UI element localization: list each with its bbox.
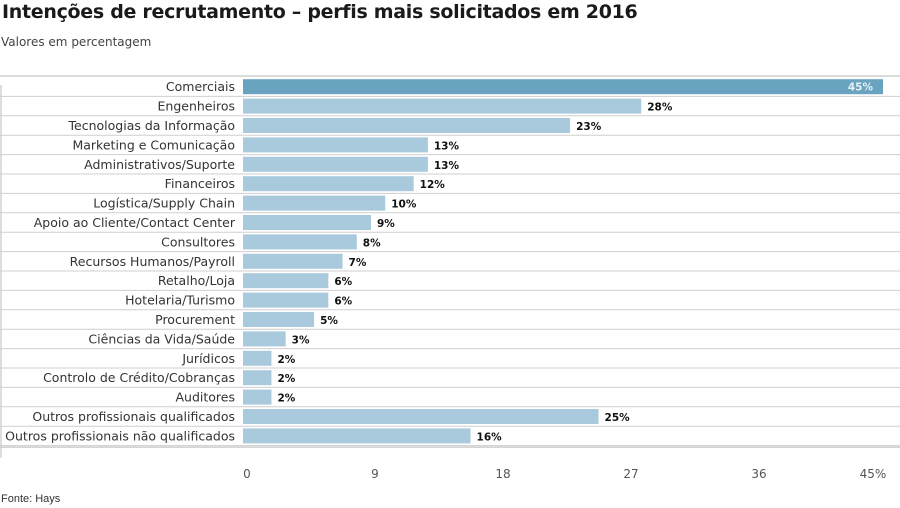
category-label: Procurement bbox=[155, 312, 235, 327]
value-label: 7% bbox=[349, 257, 367, 269]
value-label: 23% bbox=[576, 121, 602, 133]
category-label: Outros profissionais não qualificados bbox=[5, 428, 235, 443]
category-label: Apoio ao Cliente/Contact Center bbox=[34, 215, 236, 230]
value-label: 3% bbox=[292, 334, 310, 346]
category-label: Recursos Humanos/Payroll bbox=[70, 254, 235, 269]
chart-subtitle: Valores em percentagem bbox=[1, 35, 152, 49]
value-label: 8% bbox=[363, 237, 381, 249]
bar bbox=[243, 312, 315, 327]
bar bbox=[243, 292, 329, 308]
category-label: Outros profissionais qualificados bbox=[32, 409, 235, 424]
category-label: Comerciais bbox=[166, 79, 235, 94]
chart-title: Intenções de recrutamento – perfis mais … bbox=[2, 1, 638, 23]
bar bbox=[243, 215, 371, 230]
category-label: Tecnologias da Informação bbox=[68, 118, 235, 133]
bar bbox=[243, 331, 286, 347]
x-tick-label: 18 bbox=[495, 467, 510, 481]
value-label: 25% bbox=[605, 412, 631, 424]
value-label: 13% bbox=[434, 160, 460, 172]
bar bbox=[243, 370, 272, 386]
category-label: Retalho/Loja bbox=[158, 273, 235, 288]
value-label: 16% bbox=[477, 431, 503, 443]
bar bbox=[243, 195, 386, 211]
source-note: Fonte: Hays bbox=[1, 493, 61, 505]
value-label: 45% bbox=[848, 82, 874, 94]
category-label: Logística/Supply Chain bbox=[93, 196, 235, 211]
bar bbox=[243, 234, 357, 250]
category-label: Engenheiros bbox=[158, 99, 235, 114]
category-label: Controlo de Crédito/Cobranças bbox=[43, 370, 235, 385]
value-label: 13% bbox=[434, 140, 460, 152]
value-label: 28% bbox=[647, 102, 673, 114]
value-label: 2% bbox=[277, 393, 295, 405]
bar bbox=[243, 98, 642, 114]
category-label: Auditores bbox=[176, 390, 236, 405]
value-label: 2% bbox=[277, 373, 295, 385]
bar bbox=[243, 137, 428, 153]
value-label: 6% bbox=[334, 276, 352, 288]
x-tick-label: 45% bbox=[860, 467, 887, 481]
x-tick-label: 27 bbox=[623, 467, 638, 481]
value-label: 9% bbox=[377, 218, 395, 230]
value-label: 12% bbox=[420, 179, 446, 191]
value-label: 6% bbox=[334, 296, 352, 308]
value-label: 10% bbox=[391, 199, 417, 211]
category-label: Consultores bbox=[161, 234, 235, 249]
bar bbox=[243, 253, 343, 269]
category-label: Hotelaria/Turismo bbox=[125, 293, 235, 308]
bar bbox=[243, 176, 414, 192]
bar bbox=[243, 79, 883, 95]
bar bbox=[243, 273, 329, 289]
value-label: 2% bbox=[277, 354, 295, 366]
category-label: Jurídicos bbox=[181, 351, 235, 366]
value-label: 5% bbox=[320, 315, 338, 327]
bar bbox=[243, 156, 428, 172]
category-label: Marketing e Comunicação bbox=[72, 137, 235, 152]
category-label: Ciências da Vida/Saúde bbox=[88, 331, 235, 346]
bar bbox=[243, 389, 272, 405]
x-tick-label: 9 bbox=[371, 467, 379, 481]
category-label: Administrativos/Suporte bbox=[84, 157, 235, 172]
bar bbox=[243, 428, 471, 444]
x-tick-label: 0 bbox=[243, 467, 251, 481]
category-label: Financeiros bbox=[165, 176, 235, 191]
x-tick-label: 36 bbox=[751, 467, 766, 481]
bar bbox=[243, 409, 599, 424]
bar bbox=[243, 118, 571, 133]
bar bbox=[243, 350, 272, 366]
